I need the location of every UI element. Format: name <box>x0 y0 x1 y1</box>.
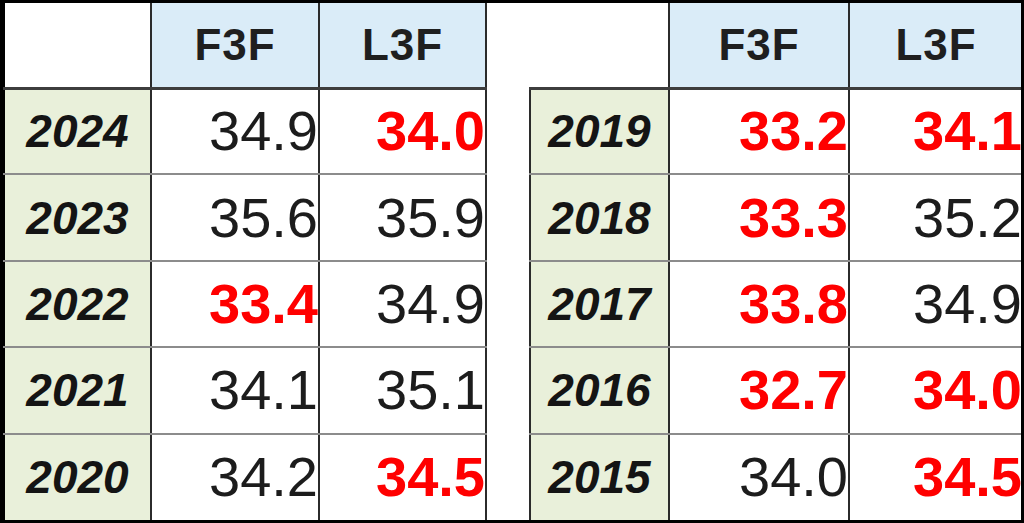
year-cell: 2020 <box>4 434 151 520</box>
column-header-l3f: L3F <box>319 3 486 88</box>
f3f-value-cell: 33.3 <box>669 174 849 260</box>
year-cell: 2015 <box>530 434 669 520</box>
l3f-value: 34.0 <box>913 358 1022 421</box>
f3f-value: 34.1 <box>209 358 318 421</box>
f3f-value-cell: 33.2 <box>669 88 849 174</box>
year-cell: 2018 <box>530 174 669 260</box>
year-cell: 2019 <box>530 88 669 174</box>
f3f-value-cell: 33.8 <box>669 261 849 347</box>
f3f-value-cell: 34.9 <box>151 88 319 174</box>
corner-cell <box>530 3 669 88</box>
year-cell: 2017 <box>530 261 669 347</box>
header-row: F3F L3F <box>4 3 486 88</box>
table-row: 2017 33.8 34.9 <box>530 261 1023 347</box>
table-row: 2016 32.7 34.0 <box>530 347 1023 433</box>
table-2015-2019: F3F L3F 2019 33.2 34.1 2018 33.3 35.2 20… <box>529 3 1024 520</box>
header-row: F3F L3F <box>530 3 1023 88</box>
f3f-value-cell: 34.2 <box>151 434 319 520</box>
table-row: 2018 33.3 35.2 <box>530 174 1023 260</box>
f3f-value-cell: 35.6 <box>151 174 319 260</box>
table-row: 2024 34.9 34.0 <box>4 88 486 174</box>
year-cell: 2022 <box>4 261 151 347</box>
f3f-value-cell: 33.4 <box>151 261 319 347</box>
f3f-value: 33.3 <box>739 186 848 249</box>
l3f-value-cell: 34.0 <box>319 88 486 174</box>
year-cell: 2021 <box>4 347 151 433</box>
f3f-value: 32.7 <box>739 358 848 421</box>
f3f-value: 33.4 <box>209 272 318 335</box>
f3f-value-cell: 32.7 <box>669 347 849 433</box>
year-cell: 2023 <box>4 174 151 260</box>
l3f-value-cell: 35.2 <box>849 174 1023 260</box>
f3f-value-cell: 34.0 <box>669 434 849 520</box>
l3f-value-cell: 34.9 <box>849 261 1023 347</box>
table-row: 2020 34.2 34.5 <box>4 434 486 520</box>
yearly-f3f-l3f-tables: F3F L3F 2024 34.9 34.0 2023 35.6 35.9 20… <box>0 0 1024 523</box>
l3f-value: 34.0 <box>376 99 485 162</box>
l3f-value-cell: 34.0 <box>849 347 1023 433</box>
table-2020-2024: F3F L3F 2024 34.9 34.0 2023 35.6 35.9 20… <box>3 3 487 520</box>
l3f-value: 34.9 <box>376 272 485 335</box>
table-row: 2021 34.1 35.1 <box>4 347 486 433</box>
l3f-value: 34.5 <box>913 445 1022 508</box>
l3f-value-cell: 34.5 <box>319 434 486 520</box>
column-header-l3f: L3F <box>849 3 1023 88</box>
l3f-value: 34.9 <box>913 272 1022 335</box>
year-cell: 2024 <box>4 88 151 174</box>
table-row: 2023 35.6 35.9 <box>4 174 486 260</box>
table-row: 2022 33.4 34.9 <box>4 261 486 347</box>
column-header-f3f: F3F <box>151 3 319 88</box>
l3f-value: 34.5 <box>376 445 485 508</box>
l3f-value: 35.1 <box>376 358 485 421</box>
l3f-value-cell: 35.9 <box>319 174 486 260</box>
f3f-value: 33.2 <box>739 99 848 162</box>
l3f-value-cell: 34.1 <box>849 88 1023 174</box>
l3f-value-cell: 35.1 <box>319 347 486 433</box>
l3f-value-cell: 34.9 <box>319 261 486 347</box>
corner-cell <box>4 3 151 88</box>
column-header-f3f: F3F <box>669 3 849 88</box>
f3f-value: 34.9 <box>209 99 318 162</box>
table-row: 2019 33.2 34.1 <box>530 88 1023 174</box>
year-cell: 2016 <box>530 347 669 433</box>
l3f-value: 34.1 <box>913 99 1022 162</box>
l3f-value: 35.9 <box>376 186 485 249</box>
table-row: 2015 34.0 34.5 <box>530 434 1023 520</box>
f3f-value: 34.2 <box>209 445 318 508</box>
f3f-value: 34.0 <box>739 445 848 508</box>
l3f-value: 35.2 <box>913 186 1022 249</box>
f3f-value: 33.8 <box>739 272 848 335</box>
l3f-value-cell: 34.5 <box>849 434 1023 520</box>
f3f-value-cell: 34.1 <box>151 347 319 433</box>
f3f-value: 35.6 <box>209 186 318 249</box>
